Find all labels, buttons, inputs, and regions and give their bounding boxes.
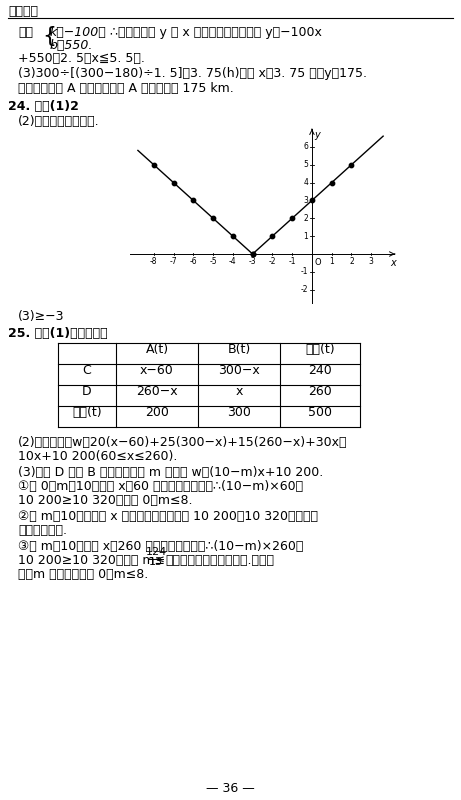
Text: -4: -4 bbox=[229, 258, 236, 266]
Text: -2: -2 bbox=[301, 286, 308, 294]
Text: 解得: 解得 bbox=[18, 26, 33, 39]
Text: (2)由题意得：w＝20(x−60)+25(300−x)+15(260−x)+30x＝: (2)由题意得：w＝20(x−60)+25(300−x)+15(260−x)+3… bbox=[18, 436, 348, 449]
Text: A(t): A(t) bbox=[145, 343, 169, 356]
Text: 300−x: 300−x bbox=[218, 364, 260, 377]
Text: (3)300÷[(300−180)÷1. 5]＝3. 75(h)，当 x＝3. 75 时，y＝175.: (3)300÷[(300−180)÷1. 5]＝3. 75(h)，当 x＝3. … bbox=[18, 67, 367, 80]
Text: 10 200≥10 320，解得 m≤: 10 200≥10 320，解得 m≤ bbox=[18, 554, 165, 567]
Text: x: x bbox=[390, 258, 396, 269]
Point bbox=[249, 248, 256, 261]
Point bbox=[269, 230, 276, 242]
Text: (3)≥−3: (3)≥−3 bbox=[18, 310, 65, 323]
Text: D: D bbox=[82, 385, 92, 398]
Text: 参考答案: 参考答案 bbox=[8, 5, 38, 18]
Point bbox=[328, 176, 336, 189]
Text: -7: -7 bbox=[170, 258, 177, 266]
Text: -3: -3 bbox=[249, 258, 256, 266]
Text: 1: 1 bbox=[329, 258, 334, 266]
Text: 2: 2 bbox=[304, 214, 308, 222]
Text: 总计(t): 总计(t) bbox=[72, 406, 102, 419]
Text: ∴甲车返回时 y 与 x 之间的函数关系式是 y＝−100x: ∴甲车返回时 y 与 x 之间的函数关系式是 y＝−100x bbox=[110, 26, 322, 39]
Text: ①若 0＜m＜10，则当 x＝60 时，总运费最少，∴(10−m)×60＋: ①若 0＜m＜10，则当 x＝60 时，总运费最少，∴(10−m)×60＋ bbox=[18, 480, 303, 493]
Text: k＝−100，: k＝−100， bbox=[50, 26, 107, 39]
Text: 3: 3 bbox=[369, 258, 374, 266]
Point bbox=[249, 248, 256, 261]
Text: 13: 13 bbox=[149, 557, 163, 567]
Text: (2)函数图象如图所示.: (2)函数图象如图所示. bbox=[18, 115, 100, 128]
Text: 124: 124 bbox=[145, 547, 166, 557]
Text: 述，m 的取值范围为 0＜m≤8.: 述，m 的取值范围为 0＜m≤8. bbox=[18, 568, 148, 581]
Text: C: C bbox=[83, 364, 91, 377]
Text: ②若 m＝10，则不论 x 取何值，则运费总为 10 200＜10 320，不符合: ②若 m＝10，则不论 x 取何值，则运费总为 10 200＜10 320，不符… bbox=[18, 510, 318, 523]
Text: -1: -1 bbox=[289, 258, 296, 266]
Text: -8: -8 bbox=[150, 258, 158, 266]
Point bbox=[348, 158, 355, 171]
Text: — 36 —: — 36 — bbox=[206, 782, 254, 795]
Point bbox=[308, 194, 316, 207]
Text: 答：乙车到达 A 地时，甲车距 A 地的路程是 175 km.: 答：乙车到达 A 地时，甲车距 A 地的路程是 175 km. bbox=[18, 82, 234, 95]
Text: 5: 5 bbox=[303, 160, 308, 170]
Text: 6: 6 bbox=[303, 142, 308, 151]
Text: 260−x: 260−x bbox=[136, 385, 178, 398]
Text: -5: -5 bbox=[209, 258, 217, 266]
Text: 题意，应舍去.: 题意，应舍去. bbox=[18, 524, 67, 537]
Point bbox=[289, 212, 296, 225]
Text: 200: 200 bbox=[145, 406, 169, 419]
Text: +550（2. 5＜x≦5. 5）.: +550（2. 5＜x≦5. 5）. bbox=[18, 52, 145, 65]
Text: -1: -1 bbox=[301, 267, 308, 276]
Text: O: O bbox=[314, 258, 321, 266]
Point bbox=[189, 194, 197, 207]
Text: x−60: x−60 bbox=[140, 364, 174, 377]
Text: 合计(t): 合计(t) bbox=[305, 343, 335, 356]
Text: -6: -6 bbox=[189, 258, 197, 266]
Text: 25. 解：(1)填写如下：: 25. 解：(1)填写如下： bbox=[8, 327, 107, 340]
Text: 240: 240 bbox=[308, 364, 332, 377]
Text: 10x+10 200(60≤x≤260).: 10x+10 200(60≤x≤260). bbox=[18, 450, 177, 463]
Text: 2: 2 bbox=[349, 258, 354, 266]
Text: 500: 500 bbox=[308, 406, 332, 419]
Text: 3: 3 bbox=[303, 196, 308, 205]
Point bbox=[229, 230, 236, 242]
Text: ，显然不符题意，应舍去.综上所: ，显然不符题意，应舍去.综上所 bbox=[165, 554, 274, 567]
Point bbox=[150, 158, 157, 171]
Text: (3)若从 D 市到 B 市的运费减少 m 元，则 w＝(10−m)x+10 200.: (3)若从 D 市到 B 市的运费减少 m 元，则 w＝(10−m)x+10 2… bbox=[18, 466, 323, 479]
Text: b＝550.: b＝550. bbox=[50, 39, 94, 52]
Point bbox=[170, 176, 177, 189]
Text: -2: -2 bbox=[269, 258, 276, 266]
Text: 4: 4 bbox=[303, 178, 308, 187]
Text: x: x bbox=[235, 385, 242, 398]
Text: 24. 解：(1)2: 24. 解：(1)2 bbox=[8, 100, 79, 113]
Point bbox=[209, 212, 217, 225]
Text: {: { bbox=[42, 26, 56, 46]
Text: y: y bbox=[314, 130, 320, 140]
Text: ③若 m＞10，则当 x＝260 时，总运费最少，∴(10−m)×260＋: ③若 m＞10，则当 x＝260 时，总运费最少，∴(10−m)×260＋ bbox=[18, 540, 303, 553]
Text: 10 200≥10 320，解得 0＜m≤8.: 10 200≥10 320，解得 0＜m≤8. bbox=[18, 494, 193, 507]
Text: B(t): B(t) bbox=[227, 343, 251, 356]
Text: 1: 1 bbox=[304, 232, 308, 241]
Text: 260: 260 bbox=[308, 385, 332, 398]
Text: 300: 300 bbox=[227, 406, 251, 419]
